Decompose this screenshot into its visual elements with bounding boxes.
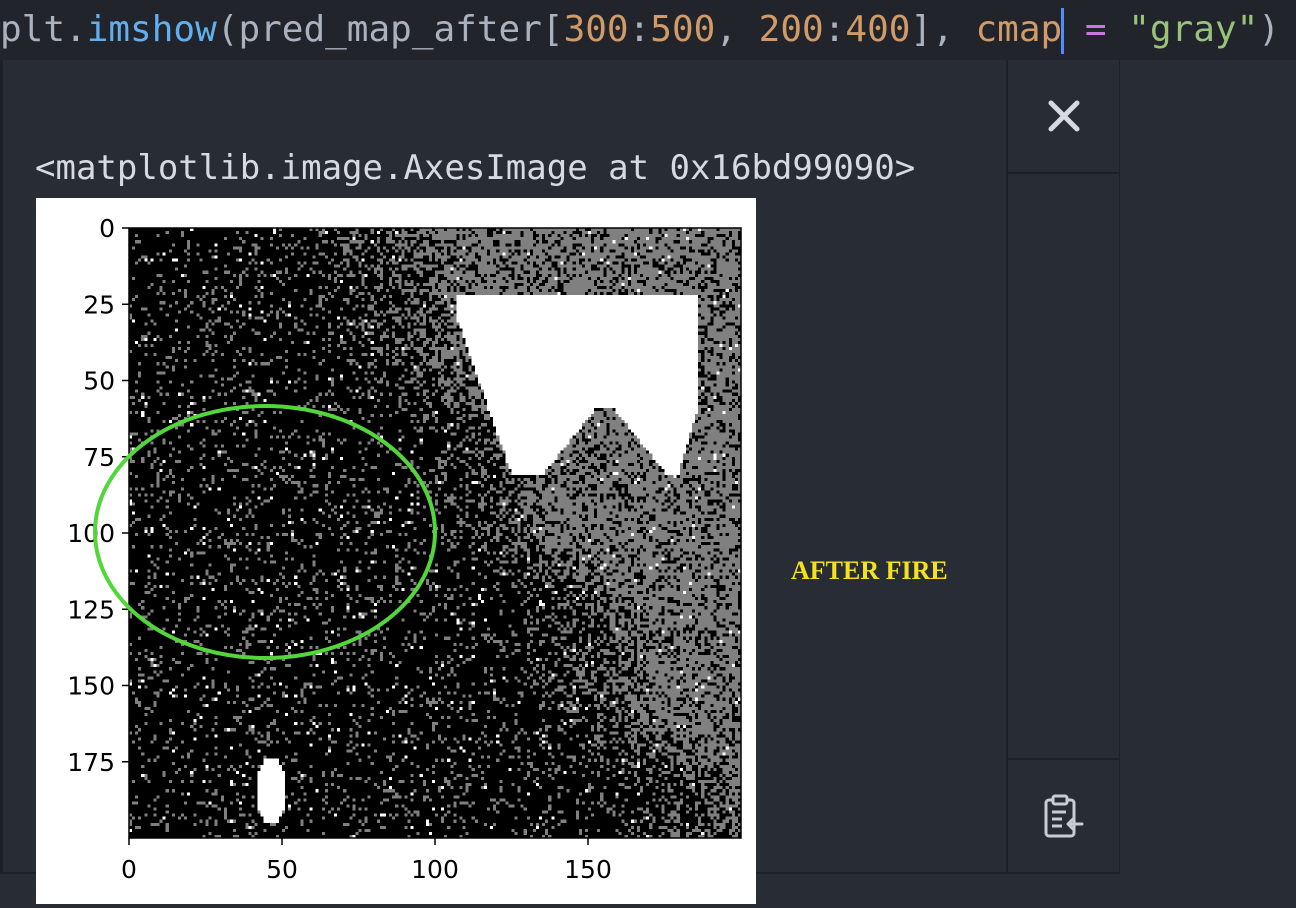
output-toolbar <box>1006 60 1120 874</box>
close-icon <box>1048 100 1080 132</box>
code-colon: : <box>628 9 651 50</box>
after-fire-label: AFTER FIRE <box>791 556 948 585</box>
axes-frame <box>128 227 742 839</box>
output-result-text[interactable]: <matplotlib.image.AxesImage at 0x16bd990… <box>35 148 916 188</box>
y-tick-label: 150 <box>67 672 115 701</box>
code-bracket-open: [ <box>541 9 564 50</box>
code-colon: : <box>823 9 846 50</box>
code-paren-close: ) <box>1258 9 1280 50</box>
y-tick-label: 100 <box>67 519 115 548</box>
editor-background <box>1120 60 1296 878</box>
code-function: imshow <box>86 9 217 50</box>
code-equals: = <box>1063 9 1129 50</box>
x-tick-label: 150 <box>564 855 612 884</box>
y-tick-label: 25 <box>83 290 115 319</box>
code-bracket-close: ] <box>910 9 933 50</box>
code-row-end: 500 <box>650 9 716 50</box>
code-col-start: 200 <box>758 9 824 50</box>
code-module: plt. <box>0 9 87 50</box>
code-kwarg: cmap <box>975 9 1063 50</box>
clipboard-icon <box>1044 794 1084 838</box>
y-tick-label: 75 <box>83 443 115 472</box>
y-tick-label: 0 <box>99 214 115 243</box>
y-tick-label: 50 <box>83 367 115 396</box>
code-col-end: 400 <box>845 9 911 50</box>
code-comma: , <box>932 9 976 50</box>
code-comma: , <box>715 9 759 50</box>
x-tick-label: 50 <box>266 855 298 884</box>
code-paren-open: ( <box>216 9 239 50</box>
plot-image[interactable]: 0 25 50 75 100 125 150 175 0 50 100 150 <box>36 198 756 904</box>
x-axis: 0 50 100 150 <box>121 838 612 884</box>
code-cell-input[interactable]: plt.imshow(pred_map_after[300:500, 200:4… <box>0 0 1296 60</box>
copy-output-button[interactable] <box>1008 758 1120 874</box>
y-axis: 0 25 50 75 100 125 150 175 <box>67 214 129 777</box>
code-string: "gray" <box>1128 9 1259 50</box>
x-tick-label: 0 <box>121 855 137 884</box>
y-tick-label: 175 <box>67 748 115 777</box>
text-cursor <box>1061 8 1065 54</box>
imshow-chart: 0 25 50 75 100 125 150 175 0 50 100 150 <box>67 214 742 884</box>
cell-output-panel: <matplotlib.image.AxesImage at 0x16bd990… <box>0 60 1120 904</box>
close-output-button[interactable] <box>1008 60 1120 174</box>
code-row-start: 300 <box>563 9 629 50</box>
highlight-ellipse <box>93 404 437 660</box>
x-tick-label: 100 <box>411 855 459 884</box>
code-variable: pred_map_after <box>238 9 542 50</box>
y-tick-label: 125 <box>67 595 115 624</box>
